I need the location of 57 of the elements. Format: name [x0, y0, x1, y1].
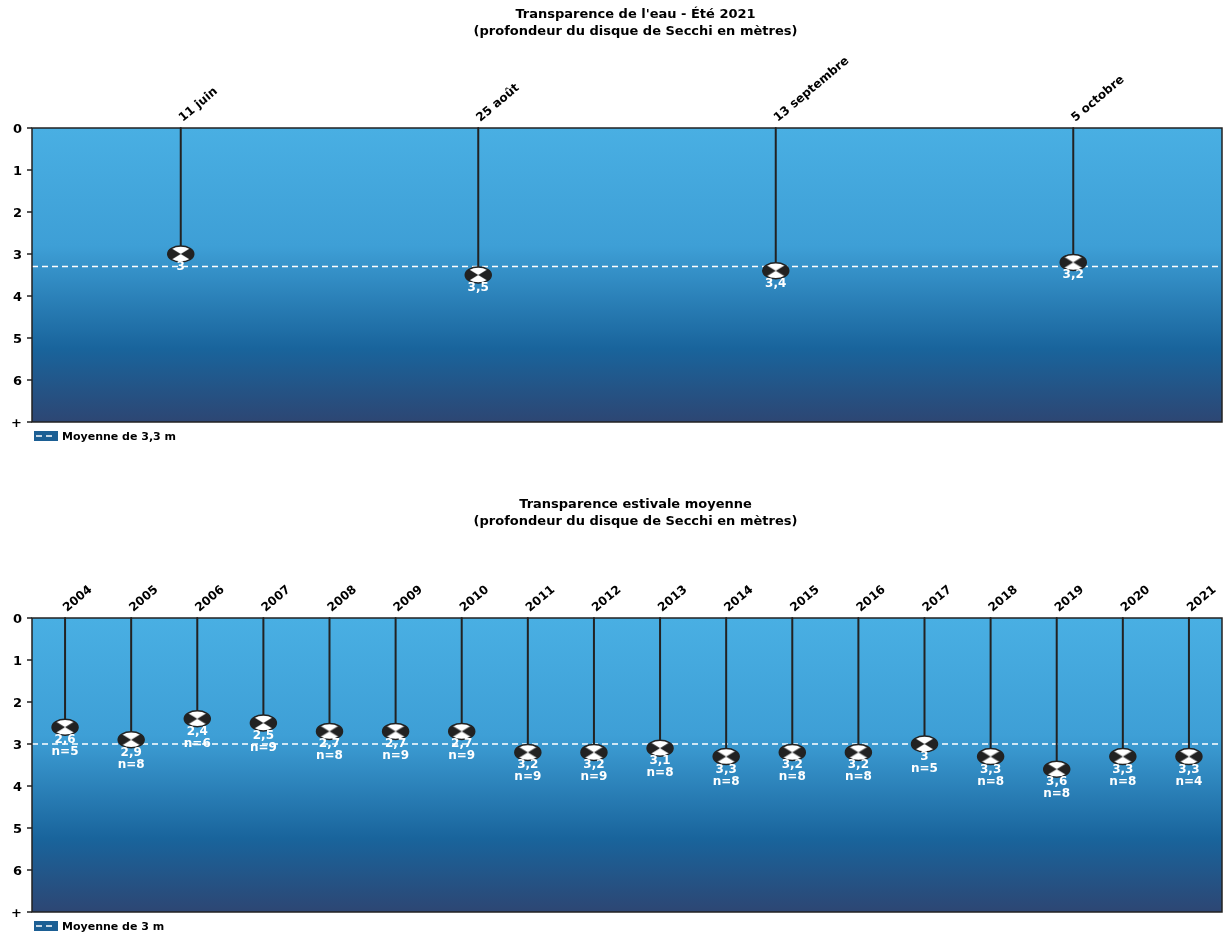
y-tick-label: 1 [12, 162, 22, 178]
data-label: 2,7 [318, 736, 341, 751]
annotation: n=8 [778, 769, 806, 784]
data-label: 3,2 [583, 757, 605, 772]
legend-label: Moyenne de 3 m [62, 919, 165, 932]
annotation: n=8 [316, 748, 343, 763]
data-label: 3,1 [649, 753, 671, 768]
data-label: 3,2 [517, 757, 539, 772]
y-tick-label: 4 [12, 288, 22, 304]
annotation: n=8 [1043, 786, 1071, 801]
y-tick-label: 5 [12, 330, 22, 346]
data-label: 2,6 [54, 732, 76, 747]
chart-title: Transparence de l'eau - Été 2021 [515, 6, 756, 21]
y-tick-label: 3 [12, 736, 22, 752]
data-label: 2,9 [120, 744, 142, 759]
y-tick-label: 2 [12, 694, 22, 710]
annotation: n=8 [1109, 773, 1137, 788]
data-label: 3,5 [467, 280, 489, 294]
y-tick-label: 2 [12, 204, 22, 220]
data-label: 2,4 [186, 723, 208, 738]
annotation: n=8 [977, 773, 1005, 788]
annotation: n=5 [51, 744, 79, 759]
data-label: 3,2 [781, 757, 803, 772]
y-tick-label: 0 [12, 120, 22, 136]
legend-label: Moyenne de 3,3 m [62, 429, 177, 443]
data-label: 3,2 [847, 757, 870, 772]
annotation: n=8 [646, 765, 674, 780]
annotation: n=4 [1175, 773, 1203, 788]
y-tick-label: + [11, 414, 22, 430]
chart-subtitle: (profondeur du disque de Secchi en mètres) [473, 23, 798, 38]
annotation: n=8 [712, 773, 740, 788]
data-label: 3,3 [1112, 761, 1134, 776]
y-tick-label: 6 [12, 372, 22, 388]
y-tick-label: 5 [12, 820, 22, 836]
data-label: 3,3 [979, 761, 1002, 776]
annotation: n=8 [117, 756, 145, 771]
y-tick-label: 3 [12, 246, 22, 262]
data-label: 3,4 [765, 275, 787, 290]
annotation: n=5 [911, 761, 938, 775]
y-tick-label: 1 [12, 652, 22, 668]
chart-subtitle: (profondeur du disque de Secchi en mètres) [473, 513, 798, 528]
data-label: 2,5 [252, 728, 275, 742]
y-tick-label: + [11, 904, 22, 920]
data-label: 3 [920, 749, 929, 763]
y-tick-label: 6 [12, 862, 22, 878]
annotation: n=9 [448, 748, 476, 763]
annotation: n=8 [844, 769, 872, 784]
y-tick-label: 4 [12, 778, 22, 794]
y-tick-label: 0 [12, 610, 22, 626]
annotation: n=9 [514, 769, 542, 784]
chart-title: Transparence estivale moyenne [519, 496, 752, 511]
data-label: 3,3 [715, 761, 737, 776]
annotation: n=9 [580, 769, 608, 784]
data-label: 3,6 [1046, 774, 1068, 789]
data-label: 3,2 [1062, 267, 1084, 282]
annotation: n=9 [382, 748, 410, 763]
data-label: 3,3 [1178, 761, 1200, 776]
